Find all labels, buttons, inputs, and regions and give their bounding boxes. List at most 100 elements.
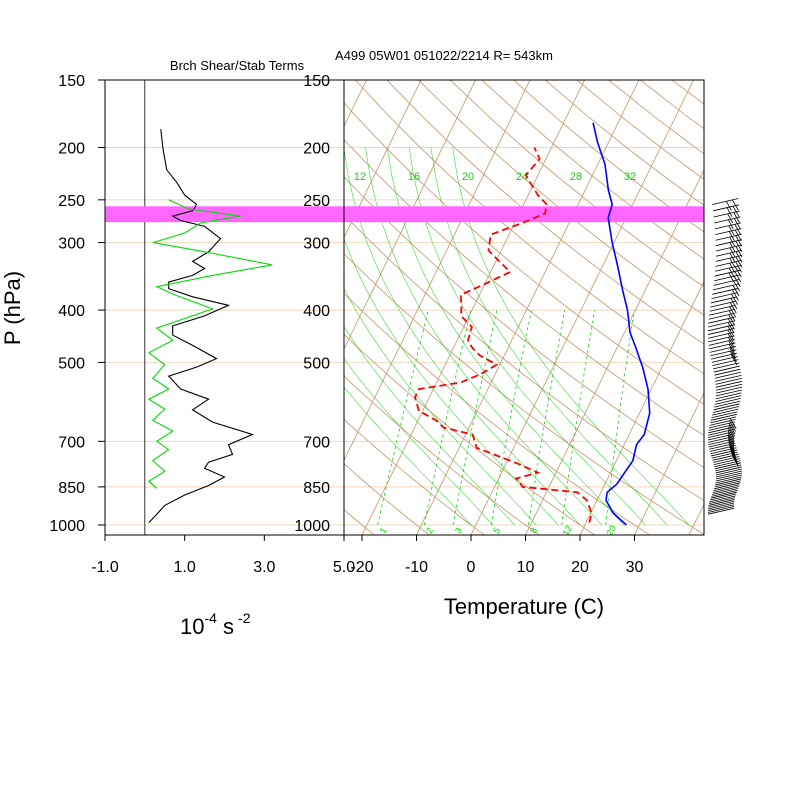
temperature-tick-label: 10 (517, 559, 535, 576)
wind-barb (715, 389, 742, 397)
isotherm-line (344, 80, 422, 239)
mixing-ratio-label: 32 (624, 171, 636, 183)
pressure-tick-label-left: 1000 (49, 518, 85, 535)
wind-barb (708, 312, 736, 326)
mixing-ratio-label: 24 (516, 171, 528, 183)
moist-adiabat-line (344, 237, 559, 526)
wind-barb (712, 488, 739, 495)
wind-barb (708, 320, 735, 334)
stability-term-line (147, 199, 273, 489)
left-x-tick-label: 1.0 (174, 559, 196, 576)
mixing-ratio-label-lower: 1 (377, 526, 388, 535)
left-panel-title: Brch Shear/Stab Terms (170, 58, 305, 73)
wind-barb (715, 470, 743, 478)
wind-barb (711, 292, 738, 305)
moist-adiabat-line (387, 147, 624, 526)
wind-barb (712, 287, 739, 301)
wind-barb (707, 324, 735, 338)
skewt-frame (343, 79, 705, 536)
dry-adiabat-line (545, 80, 704, 206)
pressure-tick-label-left: 200 (58, 140, 85, 157)
pressure-tick-label-right: 200 (303, 140, 330, 157)
isotherm-line (344, 80, 367, 128)
wind-barb (713, 403, 740, 411)
moist-adiabat-line (344, 358, 494, 526)
wind-barb (713, 484, 740, 492)
wind-barb (707, 506, 735, 513)
temperature-tick-label: -20 (350, 559, 373, 576)
wind-barb (711, 489, 738, 497)
wind-barb (715, 392, 742, 400)
wind-barb (715, 395, 742, 403)
dry-adiabat-line (344, 138, 704, 437)
wind-barb (714, 274, 741, 287)
wind-barb (712, 359, 739, 367)
mixing-ratio-line (527, 310, 566, 526)
highlight-band-right (344, 206, 704, 223)
temperature-tick-label: -10 (405, 559, 428, 576)
dry-adiabat-line (0, 80, 265, 536)
wind-barb (715, 464, 742, 472)
wind-barb (714, 480, 741, 488)
pressure-tick-label-left: 400 (58, 303, 85, 320)
wind-barb (711, 411, 738, 419)
wind-barb (715, 264, 742, 278)
mixing-ratio-line (452, 310, 498, 526)
temperature-tick-label: 20 (571, 559, 589, 576)
moist-adiabat-line (408, 147, 646, 526)
wind-barb (708, 500, 735, 508)
dry-adiabat-line (344, 292, 651, 535)
left-xlabel-base: 10 (180, 614, 204, 639)
wind-barb (712, 486, 739, 493)
wind-barb (710, 493, 737, 501)
wind-barb (713, 458, 740, 465)
moist-adiabat-line (344, 326, 515, 526)
plot-title: A499 05W01 051022/2214 R= 543km (335, 48, 553, 63)
wind-barb (708, 316, 735, 330)
mixing-ratio-label-lower: 2 (424, 526, 435, 535)
wind-barb (714, 460, 741, 468)
isotherm-line (416, 80, 640, 535)
mixing-ratio-label-lower: 3 (453, 526, 464, 535)
isotherm-line (344, 80, 476, 350)
wind-barb (715, 468, 742, 476)
mixing-ratio-label-lower: 5 (491, 526, 502, 535)
wind-barb (715, 478, 742, 486)
wind-barb (713, 362, 740, 370)
mixing-ratio-line (605, 310, 635, 526)
wind-barb (713, 365, 740, 373)
left-xlabel-exp1: -4 (204, 610, 217, 626)
wind-barb (715, 474, 742, 482)
isotherm-line (361, 80, 585, 535)
wind-barb (708, 335, 735, 349)
isotherm-line (579, 280, 704, 535)
mixing-ratio-label: 28 (570, 171, 582, 183)
mixing-ratio-line (490, 310, 532, 526)
wind-barb (709, 308, 736, 322)
temperature-line (592, 122, 651, 526)
wind-barbs (707, 198, 743, 515)
mixing-ratio-line (423, 310, 472, 526)
dry-adiabat-line (344, 418, 486, 535)
wind-barb (714, 368, 741, 376)
dry-adiabat-line (344, 463, 430, 535)
isotherm-line (90, 80, 313, 535)
wind-barb (710, 413, 737, 421)
wind-barb (708, 497, 736, 505)
mixing-ratio-label: 20 (462, 171, 474, 183)
wind-barb (708, 499, 735, 506)
wind-barb (714, 371, 741, 379)
dry-adiabat-line (418, 80, 704, 316)
moist-adiabat-line (344, 386, 472, 526)
pressure-tick-label-left: 150 (58, 73, 85, 90)
wind-barb (710, 300, 737, 314)
mixing-ratio-line (377, 310, 429, 526)
pressure-tick-label-left: 500 (58, 355, 85, 372)
dry-adiabat-line (344, 176, 704, 469)
moist-adiabat-line (365, 147, 603, 526)
dry-adiabat-line (344, 333, 596, 535)
moist-adiabat-line (452, 147, 690, 526)
isotherm-line (525, 168, 704, 535)
wind-barb (715, 380, 742, 388)
wind-barb (715, 386, 743, 394)
